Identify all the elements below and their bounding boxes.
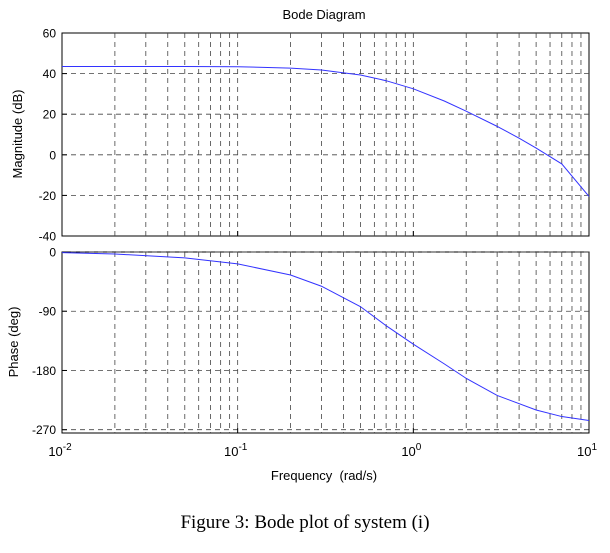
figure-caption: Figure 3: Bode plot of system (i) xyxy=(180,512,430,533)
magnitude-y-tick-label: -20 xyxy=(39,189,57,203)
phase-axes-frame xyxy=(61,251,590,434)
x-axis-label: Frequency (rad/s) xyxy=(271,468,377,483)
magnitude-y-tick-label: 40 xyxy=(43,67,57,81)
x-tick-label: 100 xyxy=(401,442,421,459)
x-tick-label: 10-1 xyxy=(224,442,248,459)
magnitude-panel: 60 40 20 0 -20 -40 Magnitude (dB) xyxy=(10,27,590,244)
phase-grid xyxy=(62,251,589,433)
phase-y-tick-label: -90 xyxy=(39,305,57,319)
phase-y-tick-label: -270 xyxy=(32,423,56,437)
phase-y-tick-label: 0 xyxy=(49,246,56,260)
bode-chart: Bode Diagram 60 40 20 0 -20 -40 Magnitude (dB… xyxy=(6,7,597,483)
chart-title: Bode Diagram xyxy=(282,7,365,22)
phase-y-ticks: 0 -90 -180 -270 xyxy=(32,246,67,437)
magnitude-y-tick-label: 20 xyxy=(43,108,57,122)
magnitude-y-tick-label: -40 xyxy=(39,230,57,244)
magnitude-axes-frame xyxy=(61,32,590,237)
magnitude-y-tick-label: 0 xyxy=(49,148,56,162)
phase-series-line xyxy=(61,252,590,421)
phase-y-label: Phase (deg) xyxy=(6,307,21,378)
phase-panel: 0 -90 -180 -270 Phase (deg) xyxy=(6,246,590,437)
x-tick-label: 10-2 xyxy=(48,442,72,459)
phase-y-tick-label: -180 xyxy=(32,364,56,378)
frequency-x-ticks: 10-2 10-1 100 101 xyxy=(48,231,597,459)
magnitude-y-label: Magnitude (dB) xyxy=(10,90,25,179)
magnitude-grid xyxy=(62,33,589,236)
magnitude-series-line xyxy=(62,66,590,197)
magnitude-y-tick-label: 60 xyxy=(43,27,57,41)
x-tick-label: 101 xyxy=(577,442,597,459)
magnitude-y-ticks: 60 40 20 0 -20 -40 xyxy=(39,27,67,244)
